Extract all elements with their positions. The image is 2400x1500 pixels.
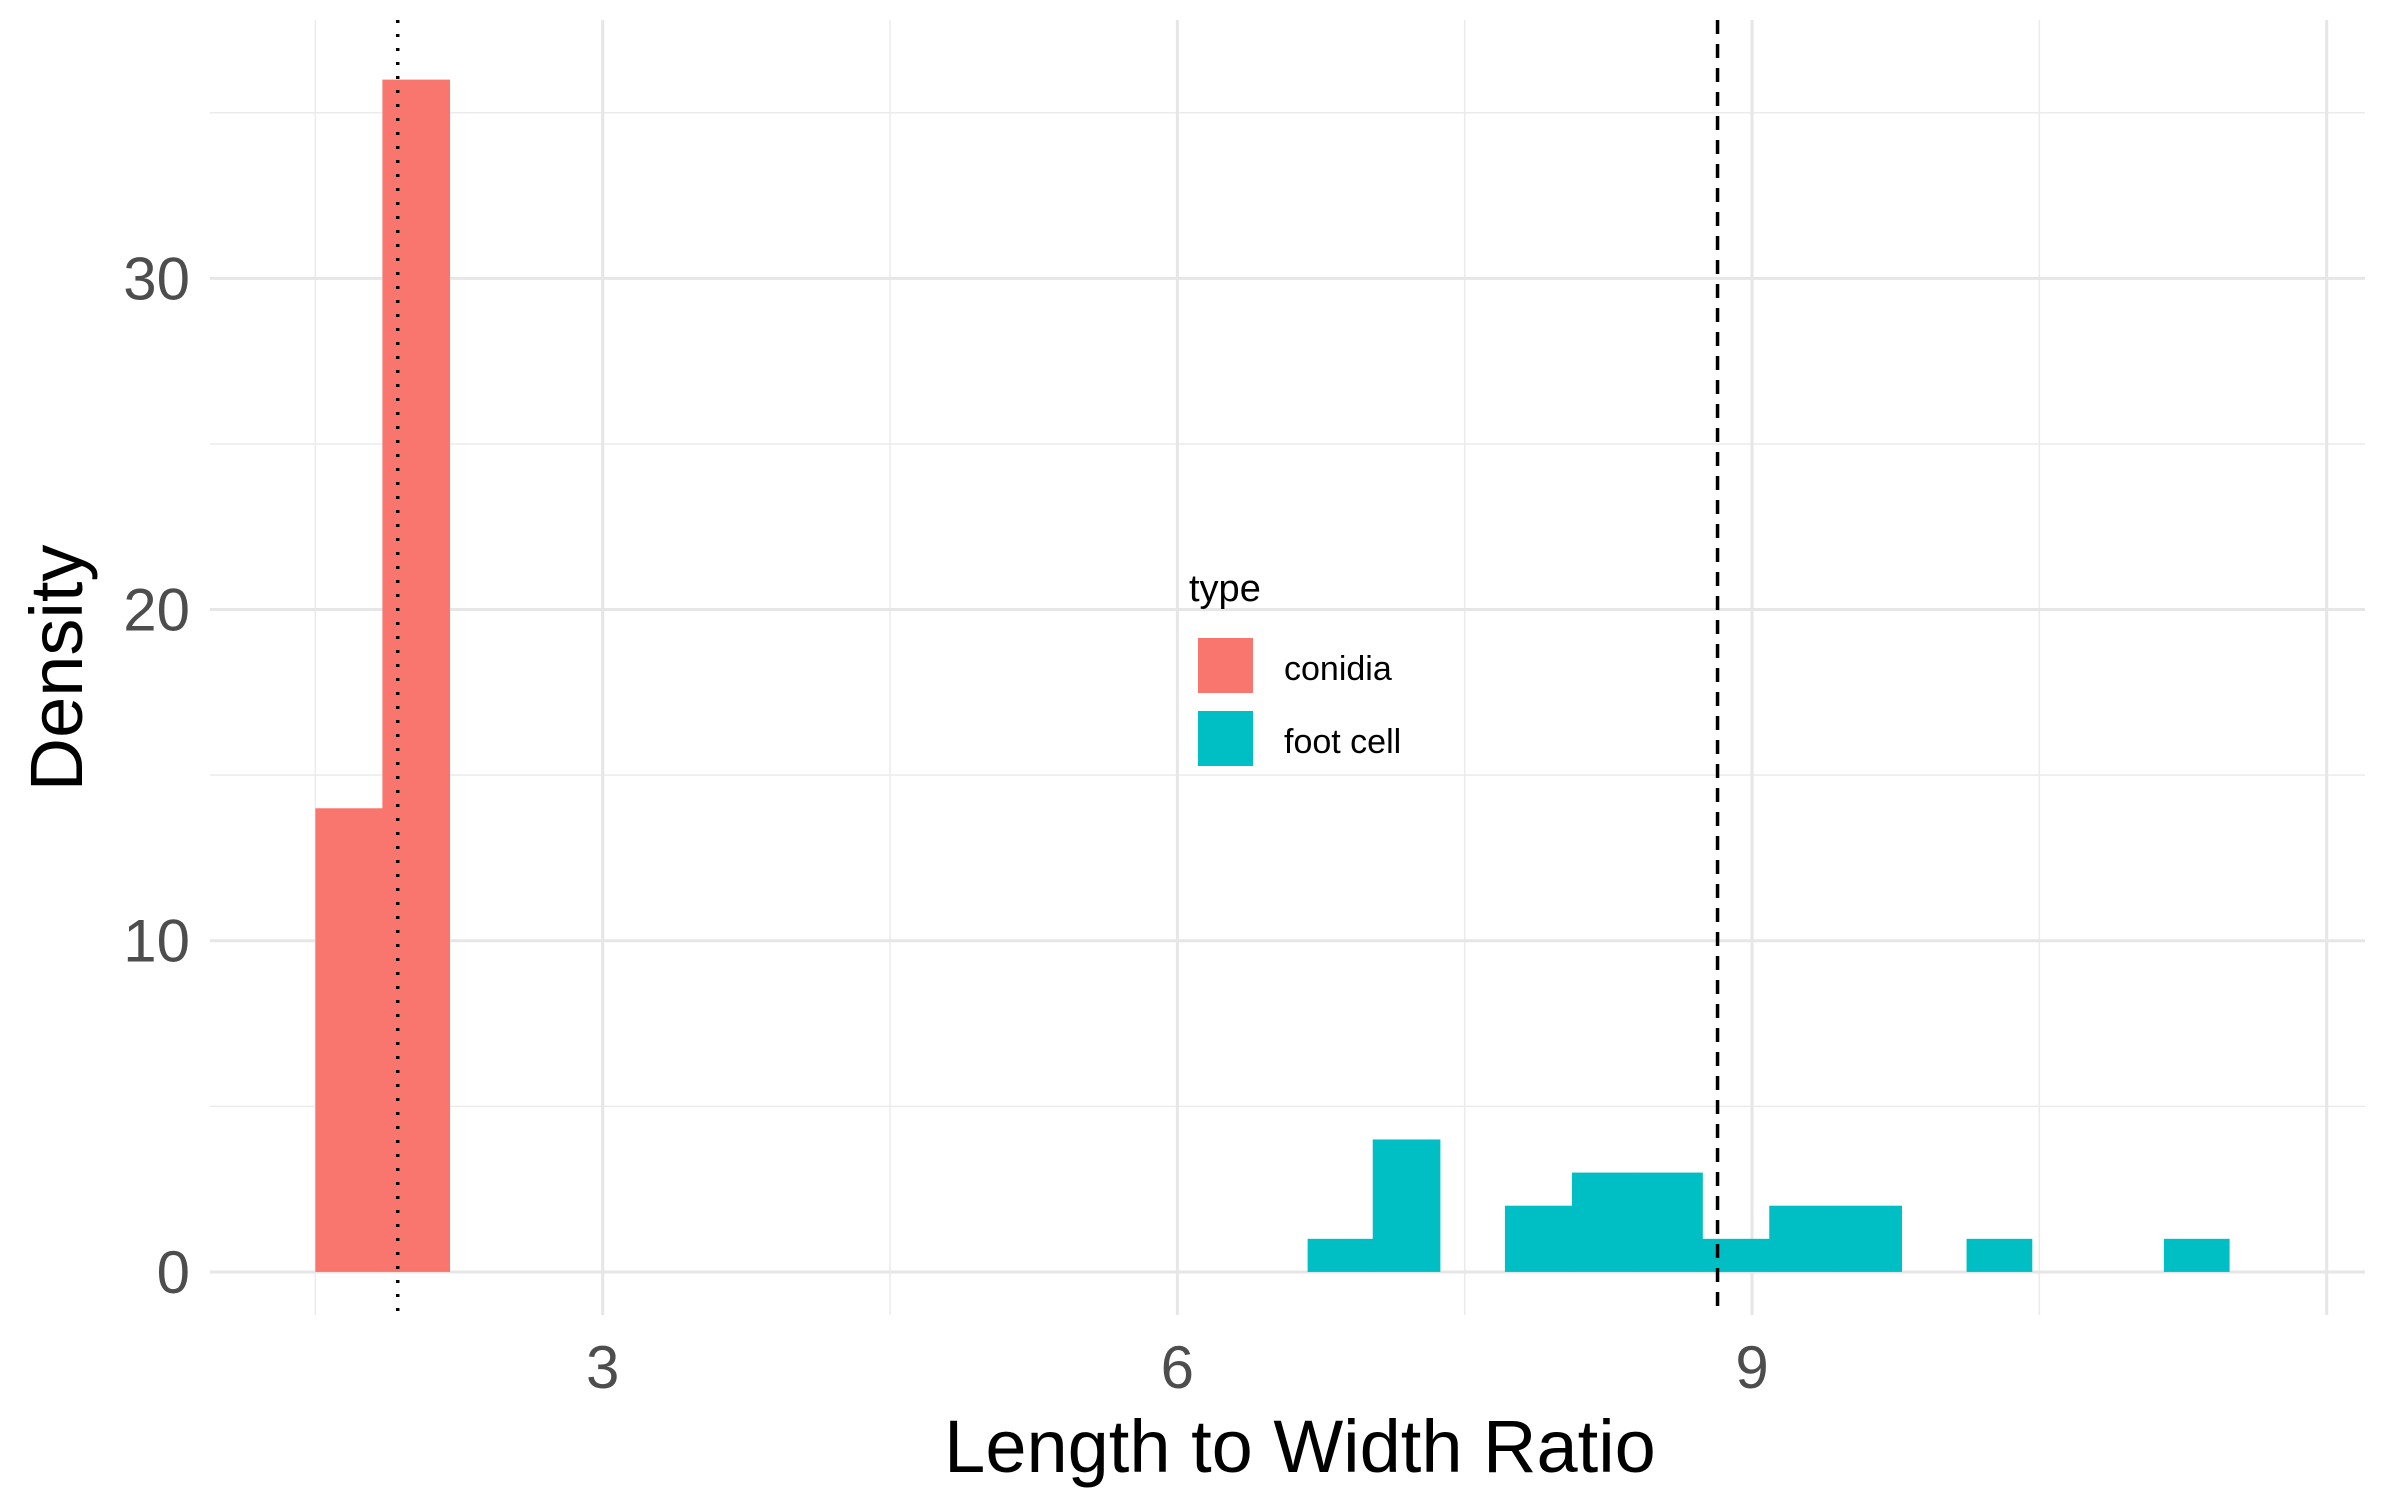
y-tick-label: 20 <box>123 577 190 644</box>
bar-foot-cell <box>1571 1172 1638 1272</box>
x-tick-label: 6 <box>1161 1334 1194 1401</box>
minor-gridlines <box>210 20 2365 1315</box>
major-gridlines <box>210 20 2365 1315</box>
bar-foot-cell <box>1769 1205 1835 1272</box>
x-tick-label: 9 <box>1735 1334 1768 1401</box>
x-tick-label: 3 <box>586 1334 619 1401</box>
legend-title: type <box>1189 568 1261 610</box>
bar-foot-cell <box>1702 1238 1770 1272</box>
bar-conidia <box>315 808 383 1272</box>
bar-foot-cell <box>1834 1205 1903 1272</box>
bar-conidia <box>382 79 451 1272</box>
y-tick-label: 30 <box>123 245 190 312</box>
reference-lines <box>395 20 1720 1316</box>
histogram-bars <box>315 79 2230 1272</box>
bar-foot-cell <box>1307 1238 1374 1272</box>
bar-foot-cell <box>1504 1205 1573 1272</box>
legend-label-foot-cell: foot cell <box>1284 723 1401 761</box>
bar-foot-cell <box>1372 1139 1441 1272</box>
y-tick-label: 0 <box>157 1239 190 1306</box>
y-tick-label: 10 <box>123 908 190 975</box>
legend-swatch-conidia <box>1198 638 1253 693</box>
legend-label-conidia: conidia <box>1284 650 1392 688</box>
x-axis-tick-labels: 3 6 9 <box>586 1334 1769 1401</box>
bar-foot-cell <box>2163 1238 2230 1272</box>
legend: type conidia foot cell <box>1189 568 1401 766</box>
legend-swatch-foot-cell <box>1198 711 1253 766</box>
y-axis-tick-labels: 0 10 20 30 <box>123 245 190 1306</box>
bar-foot-cell <box>1637 1172 1703 1272</box>
x-axis-title: Length to Width Ratio <box>944 1405 1656 1488</box>
y-axis-title: Density <box>15 545 98 792</box>
bar-foot-cell <box>1966 1238 2033 1272</box>
